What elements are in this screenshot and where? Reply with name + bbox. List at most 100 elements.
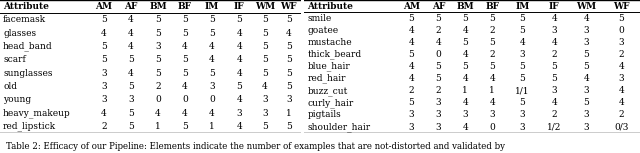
Text: BF: BF: [485, 2, 499, 11]
Text: 5: 5: [209, 15, 215, 24]
Text: 4: 4: [236, 42, 242, 51]
Text: 3: 3: [584, 38, 589, 47]
Text: 5: 5: [182, 29, 188, 38]
Text: 0: 0: [490, 123, 495, 132]
Text: 5: 5: [520, 14, 525, 23]
Text: 5: 5: [489, 62, 495, 71]
Text: 4: 4: [552, 98, 557, 107]
Text: smile: smile: [307, 14, 332, 23]
Text: 3: 3: [155, 42, 161, 51]
Text: 5: 5: [520, 26, 525, 35]
Text: 3: 3: [520, 50, 525, 59]
Text: 5: 5: [262, 69, 268, 78]
Text: 5: 5: [286, 55, 292, 64]
Text: 5: 5: [262, 29, 268, 38]
Text: 3: 3: [584, 110, 589, 119]
Text: sunglasses: sunglasses: [3, 69, 52, 78]
Text: 5: 5: [182, 55, 188, 64]
Text: 3: 3: [436, 123, 441, 132]
Text: 4: 4: [236, 55, 242, 64]
Text: 0: 0: [209, 95, 215, 104]
Text: 3: 3: [584, 26, 589, 35]
Text: 5: 5: [408, 98, 415, 107]
Text: BF: BF: [178, 2, 192, 11]
Text: 5: 5: [155, 29, 161, 38]
Text: 0: 0: [155, 95, 161, 104]
Text: 2: 2: [619, 110, 625, 119]
Text: 4: 4: [520, 38, 525, 47]
Text: 4: 4: [128, 69, 134, 78]
Text: 4: 4: [128, 15, 134, 24]
Text: 5: 5: [462, 62, 468, 71]
Text: 1: 1: [286, 109, 292, 118]
Text: 5: 5: [209, 29, 215, 38]
Text: 4: 4: [619, 86, 625, 95]
Text: 5: 5: [286, 122, 292, 131]
Text: facemask: facemask: [3, 15, 46, 24]
Text: buzz_cut: buzz_cut: [307, 86, 348, 96]
Text: 2: 2: [409, 86, 414, 95]
Text: 5: 5: [408, 50, 415, 59]
Text: 5: 5: [128, 109, 134, 118]
Text: 5: 5: [489, 14, 495, 23]
Text: 3: 3: [409, 110, 414, 119]
Text: 5: 5: [489, 38, 495, 47]
Text: head_band: head_band: [3, 42, 52, 51]
Text: IF: IF: [549, 2, 559, 11]
Text: 4: 4: [584, 14, 589, 23]
Text: 4: 4: [101, 29, 107, 38]
Text: 1: 1: [209, 122, 215, 131]
Text: 5: 5: [286, 42, 292, 51]
Text: Table 2: Efficacy of our Pipeline: Elements indicate the number of examples that: Table 2: Efficacy of our Pipeline: Eleme…: [6, 142, 506, 151]
Text: 5: 5: [155, 55, 161, 64]
Text: 5: 5: [128, 82, 134, 91]
Text: 4: 4: [409, 38, 414, 47]
Text: glasses: glasses: [3, 29, 36, 38]
Text: 4: 4: [463, 74, 468, 83]
Text: 4: 4: [490, 98, 495, 107]
Text: 5: 5: [101, 42, 107, 51]
Text: 5: 5: [286, 15, 292, 24]
Text: 5: 5: [262, 15, 268, 24]
Text: AM: AM: [95, 2, 112, 11]
Text: blue_hair: blue_hair: [307, 62, 350, 71]
Text: 5: 5: [236, 15, 242, 24]
Text: IM: IM: [205, 2, 219, 11]
Text: 2: 2: [101, 122, 107, 131]
Text: 5: 5: [520, 62, 525, 71]
Text: old: old: [3, 82, 17, 91]
Text: red_hair: red_hair: [307, 74, 346, 84]
Text: 4: 4: [436, 38, 441, 47]
Text: 3: 3: [128, 95, 134, 104]
Text: 2: 2: [155, 82, 161, 91]
Text: 3: 3: [552, 26, 557, 35]
Text: 4: 4: [552, 14, 557, 23]
Text: 4: 4: [463, 98, 468, 107]
Text: 3: 3: [619, 74, 625, 83]
Text: 4: 4: [584, 74, 589, 83]
Text: 5: 5: [182, 122, 188, 131]
Text: 3: 3: [101, 82, 107, 91]
Text: WM: WM: [576, 2, 596, 11]
Text: 5: 5: [286, 69, 292, 78]
Text: 5: 5: [101, 15, 107, 24]
Text: 3: 3: [436, 110, 441, 119]
Text: 5: 5: [583, 62, 589, 71]
Text: 4: 4: [182, 82, 188, 91]
Text: BM: BM: [456, 2, 474, 11]
Text: 4: 4: [463, 123, 468, 132]
Text: 3: 3: [101, 95, 107, 104]
Text: 5: 5: [128, 55, 134, 64]
Text: 4: 4: [552, 38, 557, 47]
Text: 5: 5: [155, 15, 161, 24]
Text: 3: 3: [209, 82, 215, 91]
Text: 4: 4: [236, 95, 242, 104]
Text: 4: 4: [128, 42, 134, 51]
Text: 4: 4: [490, 74, 495, 83]
Text: 5: 5: [435, 62, 442, 71]
Text: 4: 4: [463, 26, 468, 35]
Text: 4: 4: [182, 109, 188, 118]
Text: IF: IF: [234, 2, 244, 11]
Text: 3: 3: [490, 110, 495, 119]
Text: pigtails: pigtails: [307, 110, 341, 119]
